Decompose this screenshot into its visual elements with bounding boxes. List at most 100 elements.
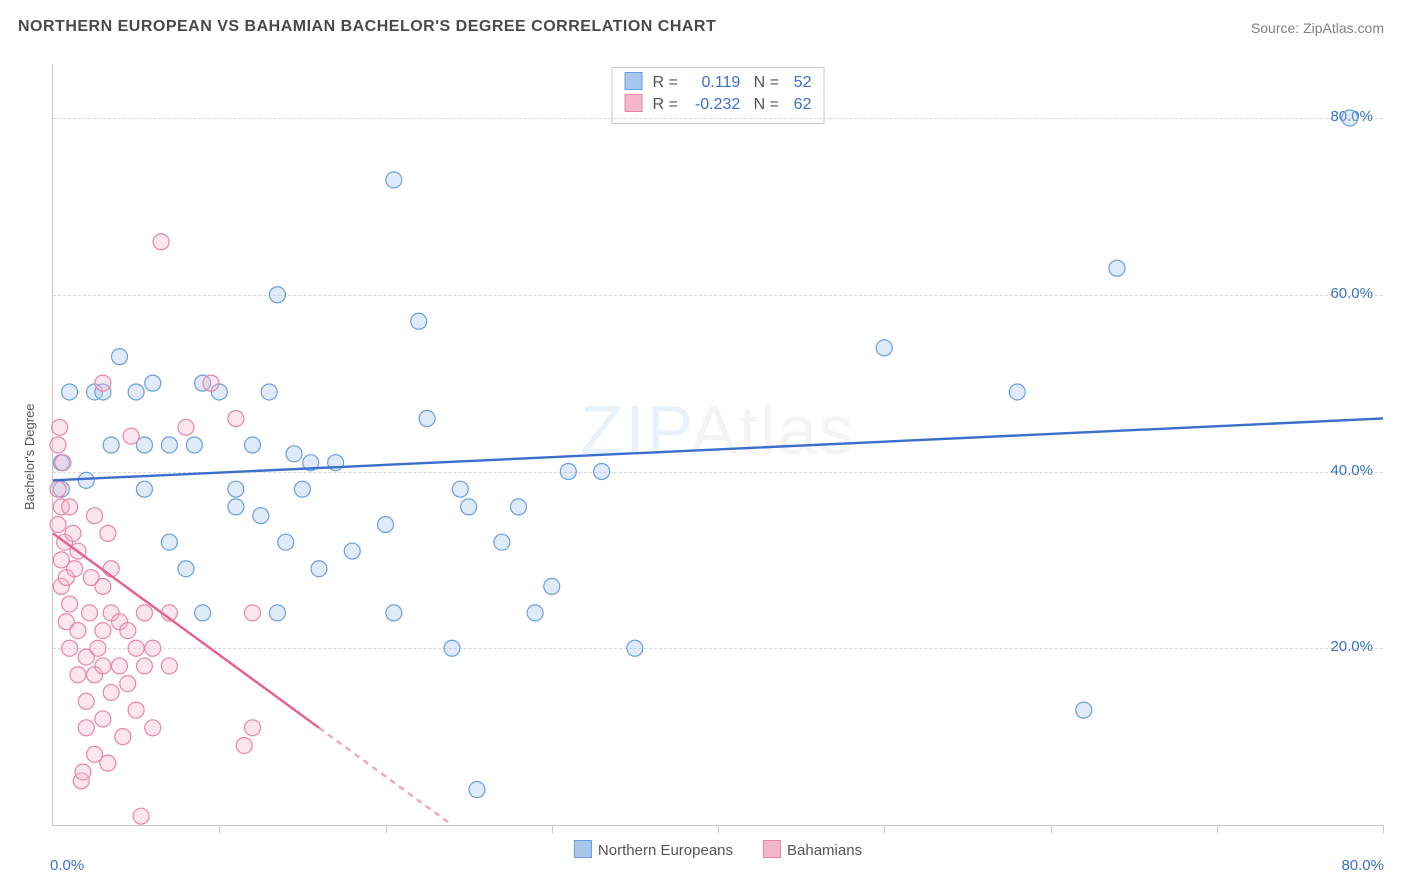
scatter-point (115, 729, 131, 745)
scatter-point (78, 720, 94, 736)
scatter-point (461, 499, 477, 515)
scatter-point (494, 534, 510, 550)
scatter-point (100, 525, 116, 541)
scatter-point (120, 623, 136, 639)
scatter-point (627, 640, 643, 656)
scatter-point (1076, 702, 1092, 718)
scatter-point (70, 623, 86, 639)
scatter-point (560, 464, 576, 480)
scatter-point (161, 534, 177, 550)
scatter-point (261, 384, 277, 400)
scatter-point (128, 702, 144, 718)
scatter-point (269, 605, 285, 621)
scatter-point (286, 446, 302, 462)
scatter-point (100, 755, 116, 771)
source-name: ZipAtlas.com (1303, 20, 1384, 36)
legend-label: Northern Europeans (598, 842, 733, 859)
x-tick (718, 825, 719, 833)
scatter-point (344, 543, 360, 559)
scatter-point (103, 561, 119, 577)
scatter-point (278, 534, 294, 550)
scatter-point (161, 658, 177, 674)
scatter-point (95, 375, 111, 391)
scatter-point (78, 693, 94, 709)
scatter-point (145, 640, 161, 656)
scatter-point (203, 375, 219, 391)
scatter-point (228, 481, 244, 497)
scatter-point (876, 340, 892, 356)
scatter-point (123, 428, 139, 444)
scatter-point (95, 623, 111, 639)
scatter-point (103, 437, 119, 453)
x-tick (1217, 825, 1218, 833)
scatter-point (75, 764, 91, 780)
x-tick (1051, 825, 1052, 833)
scatter-point (186, 437, 202, 453)
scatter-point (178, 419, 194, 435)
scatter-point (62, 640, 78, 656)
scatter-point (52, 419, 68, 435)
legend-item: Northern Europeans (574, 840, 733, 859)
scatter-point (95, 658, 111, 674)
scatter-point (145, 720, 161, 736)
x-tick (386, 825, 387, 833)
x-tick (552, 825, 553, 833)
scatter-point (82, 605, 98, 621)
y-axis-label: Bachelor's Degree (22, 403, 37, 510)
x-axis-max-label: 80.0% (1341, 857, 1384, 874)
source-prefix: Source: (1251, 20, 1303, 36)
scatter-point (161, 437, 177, 453)
scatter-point (50, 481, 66, 497)
scatter-point (95, 578, 111, 594)
scatter-point (1009, 384, 1025, 400)
scatter-point (67, 561, 83, 577)
scatter-point (128, 384, 144, 400)
scatter-point (145, 375, 161, 391)
x-tick (884, 825, 885, 833)
scatter-point (62, 596, 78, 612)
scatter-point (87, 508, 103, 524)
scatter-point (269, 287, 285, 303)
scatter-point (386, 172, 402, 188)
legend-label: Bahamians (787, 842, 862, 859)
scatter-point (78, 472, 94, 488)
scatter-point (136, 481, 152, 497)
x-tick (1383, 825, 1384, 833)
scatter-point (62, 384, 78, 400)
scatter-point (50, 517, 66, 533)
scatter-point (62, 499, 78, 515)
scatter-point (136, 605, 152, 621)
scatter-point (195, 605, 211, 621)
scatter-point (469, 782, 485, 798)
scatter-point (103, 684, 119, 700)
source-label: Source: ZipAtlas.com (1251, 20, 1384, 36)
scatter-point (411, 313, 427, 329)
scatter-point (70, 667, 86, 683)
scatter-point (1109, 260, 1125, 276)
scatter-point (245, 437, 261, 453)
scatter-point (419, 410, 435, 426)
legend-swatch (574, 840, 592, 858)
scatter-point (65, 525, 81, 541)
legend-bottom: Northern Europeans Bahamians (574, 840, 862, 859)
scatter-point (386, 605, 402, 621)
scatter-point (245, 605, 261, 621)
scatter-point (236, 737, 252, 753)
scatter-point (378, 517, 394, 533)
scatter-point (178, 561, 194, 577)
scatter-point (245, 720, 261, 736)
scatter-point (153, 234, 169, 250)
scatter-point (112, 658, 128, 674)
scatter-point (228, 410, 244, 426)
scatter-point (511, 499, 527, 515)
scatter-point (594, 464, 610, 480)
scatter-point (112, 349, 128, 365)
legend-swatch (763, 840, 781, 858)
scatter-point (294, 481, 310, 497)
scatter-point (228, 499, 244, 515)
scatter-point (128, 640, 144, 656)
x-tick (219, 825, 220, 833)
chart-svg (53, 65, 1383, 825)
scatter-point (120, 676, 136, 692)
scatter-point (452, 481, 468, 497)
